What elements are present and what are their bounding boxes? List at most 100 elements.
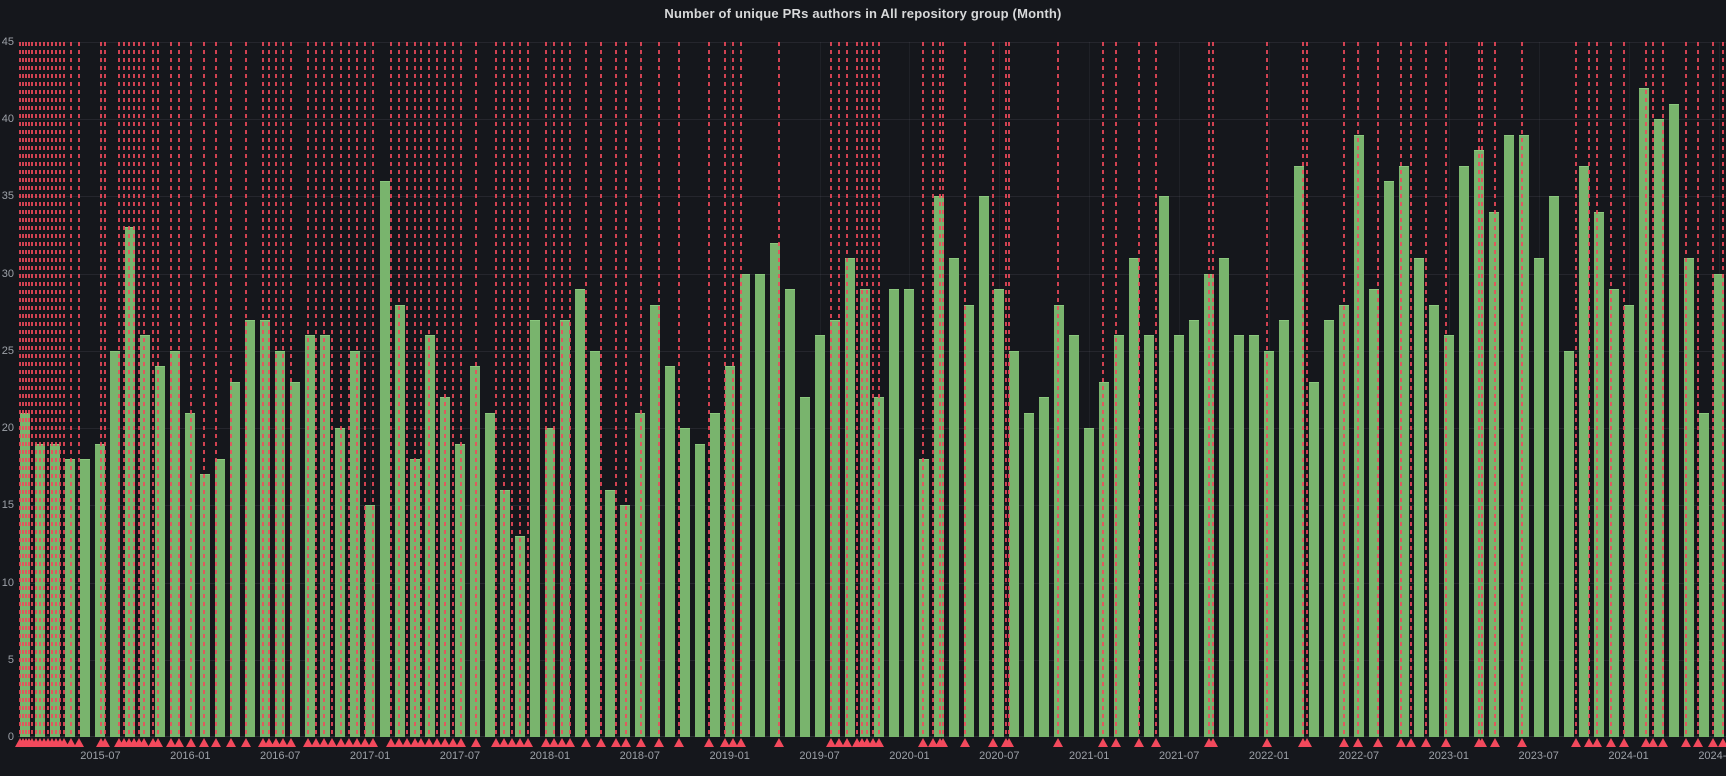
annotation-marker-icon[interactable] (834, 738, 844, 747)
annotation-marker-icon[interactable] (166, 738, 176, 747)
annotation-marker-icon[interactable] (728, 738, 738, 747)
annotation-marker-icon[interactable] (1477, 738, 1487, 747)
annotation-marker-icon[interactable] (960, 738, 970, 747)
annotation-marker-icon[interactable] (523, 738, 533, 747)
bar[interactable] (425, 335, 436, 737)
bar[interactable] (904, 289, 915, 737)
bar[interactable] (1144, 335, 1155, 737)
bar[interactable] (679, 428, 690, 737)
bar[interactable] (1383, 181, 1394, 737)
bar[interactable] (1308, 381, 1319, 737)
annotation-marker-icon[interactable] (241, 738, 251, 747)
annotation-marker-icon[interactable] (1151, 738, 1161, 747)
annotation-marker-icon[interactable] (1421, 738, 1431, 747)
bar[interactable] (544, 428, 555, 737)
bar[interactable] (799, 397, 810, 737)
annotation-marker-icon[interactable] (1134, 738, 1144, 747)
annotation-marker-icon[interactable] (386, 738, 396, 747)
annotation-marker-icon[interactable] (211, 738, 221, 747)
bar[interactable] (649, 304, 660, 737)
annotation-marker-icon[interactable] (271, 738, 281, 747)
bar[interactable] (350, 350, 361, 737)
bar[interactable] (829, 320, 840, 737)
bar[interactable] (529, 320, 540, 737)
bar[interactable] (559, 320, 570, 737)
bar[interactable] (634, 412, 645, 737)
bar[interactable] (484, 412, 495, 737)
annotation-marker-icon[interactable] (736, 738, 746, 747)
bar[interactable] (200, 474, 211, 737)
annotation-marker-icon[interactable] (720, 738, 730, 747)
annotation-marker-icon[interactable] (1262, 738, 1272, 747)
annotation-marker-icon[interactable] (424, 738, 434, 747)
annotation-marker-icon[interactable] (402, 738, 412, 747)
bar[interactable] (1069, 335, 1080, 737)
annotation-marker-icon[interactable] (139, 738, 149, 747)
bar[interactable] (1114, 335, 1125, 737)
bar[interactable] (994, 289, 1005, 737)
annotation-marker-icon[interactable] (416, 738, 426, 747)
annotation-marker-icon[interactable] (59, 738, 69, 747)
bar[interactable] (469, 366, 480, 737)
bar[interactable] (245, 320, 256, 737)
bar[interactable] (919, 459, 930, 737)
bar[interactable] (694, 443, 705, 737)
bar[interactable] (1428, 304, 1439, 737)
annotation-marker-icon[interactable] (918, 738, 928, 747)
bar[interactable] (170, 350, 181, 737)
bar[interactable] (619, 505, 630, 737)
bar[interactable] (859, 289, 870, 737)
annotation-marker-icon[interactable] (432, 738, 442, 747)
annotation-marker-icon[interactable] (621, 738, 631, 747)
bar[interactable] (275, 350, 286, 737)
annotation-marker-icon[interactable] (1641, 738, 1651, 747)
bar[interactable] (140, 335, 151, 737)
annotation-marker-icon[interactable] (186, 738, 196, 747)
annotation-marker-icon[interactable] (199, 738, 209, 747)
annotation-marker-icon[interactable] (1208, 738, 1218, 747)
bar[interactable] (1009, 350, 1020, 737)
annotation-marker-icon[interactable] (1517, 738, 1527, 747)
bar[interactable] (305, 335, 316, 737)
annotation-marker-icon[interactable] (440, 738, 450, 747)
annotation-marker-icon[interactable] (66, 738, 76, 747)
bar[interactable] (380, 181, 391, 737)
annotation-marker-icon[interactable] (826, 738, 836, 747)
bar[interactable] (1683, 258, 1694, 737)
bar[interactable] (1563, 350, 1574, 737)
bar[interactable] (1174, 335, 1185, 737)
annotation-marker-icon[interactable] (581, 738, 591, 747)
annotation-marker-icon[interactable] (704, 738, 714, 747)
annotation-marker-icon[interactable] (541, 738, 551, 747)
bar[interactable] (724, 366, 735, 737)
bar[interactable] (1024, 412, 1035, 737)
annotation-marker-icon[interactable] (1490, 738, 1500, 747)
annotation-marker-icon[interactable] (336, 738, 346, 747)
bar[interactable] (260, 320, 271, 737)
annotation-marker-icon[interactable] (862, 738, 872, 747)
bar[interactable] (1249, 335, 1260, 737)
bar[interactable] (1668, 103, 1679, 737)
bar[interactable] (1713, 273, 1724, 737)
annotation-marker-icon[interactable] (654, 738, 664, 747)
bar[interactable] (155, 366, 166, 737)
annotation-marker-icon[interactable] (303, 738, 313, 747)
annotation-marker-icon[interactable] (448, 738, 458, 747)
annotation-marker-icon[interactable] (1693, 738, 1703, 747)
bar[interactable] (769, 242, 780, 737)
annotation-marker-icon[interactable] (636, 738, 646, 747)
annotation-marker-icon[interactable] (557, 738, 567, 747)
bar[interactable] (125, 227, 136, 737)
bar[interactable] (1129, 258, 1140, 737)
annotation-marker-icon[interactable] (1098, 738, 1108, 747)
annotation-marker-icon[interactable] (360, 738, 370, 747)
annotation-marker-icon[interactable] (344, 738, 354, 747)
annotation-marker-icon[interactable] (394, 738, 404, 747)
annotation-marker-icon[interactable] (1708, 738, 1718, 747)
annotation-marker-icon[interactable] (1373, 738, 1383, 747)
bar[interactable] (889, 289, 900, 737)
annotation-marker-icon[interactable] (100, 738, 110, 747)
bar[interactable] (1189, 320, 1200, 737)
bar[interactable] (979, 196, 990, 737)
bar[interactable] (365, 505, 376, 737)
